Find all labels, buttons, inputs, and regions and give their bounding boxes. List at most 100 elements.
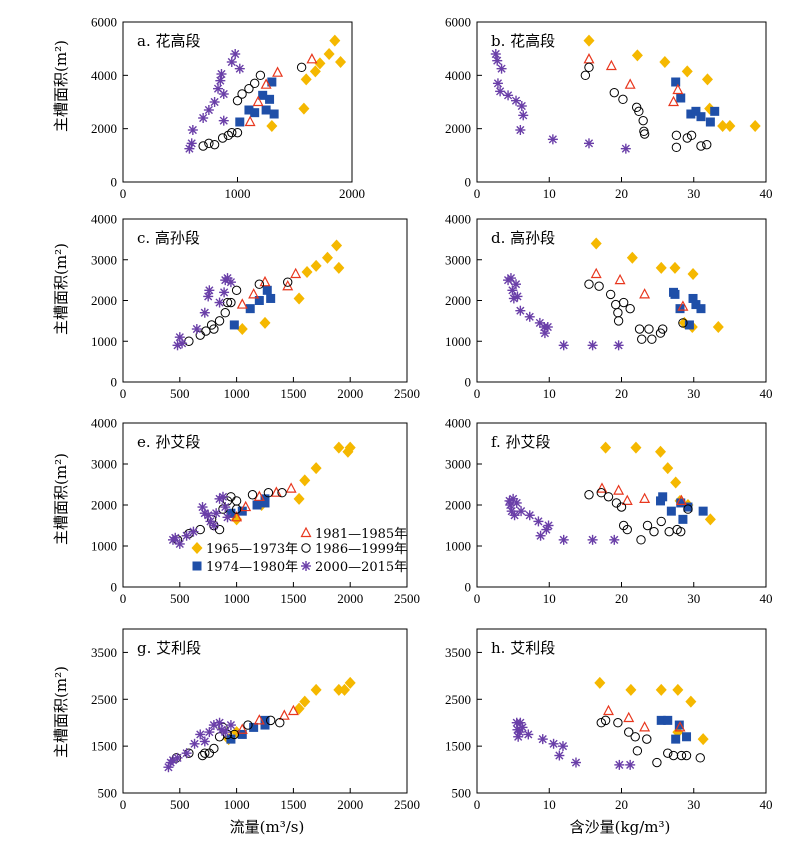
y-tick-label: 4000: [91, 212, 117, 227]
data-point: [583, 53, 595, 64]
data-point: [625, 683, 637, 696]
data-point: [547, 134, 558, 145]
data-point: [557, 741, 568, 752]
ylabel-row3: 主槽面积(m²): [52, 453, 70, 545]
data-point: [252, 95, 264, 107]
x-tick-label: 2500: [394, 797, 420, 812]
x-tick-label: 30: [687, 186, 700, 201]
data-point: [517, 722, 528, 733]
data-point: [672, 83, 684, 95]
data-point: [583, 138, 594, 149]
data-point: [230, 49, 241, 59]
x-tick-label: 0: [120, 186, 127, 201]
panel-title: h. 艾利段: [491, 639, 555, 657]
data-point: [638, 115, 648, 126]
data-point: [314, 57, 326, 70]
data-point: [204, 727, 215, 738]
data-point: [511, 279, 522, 290]
data-point: [674, 721, 686, 732]
data-point: [270, 486, 282, 497]
series-p2: [226, 715, 270, 744]
data-point: [220, 502, 231, 513]
y-tick-label: 4000: [91, 416, 117, 431]
ylabel-row2: 主槽面积(m²): [52, 243, 70, 335]
data-point: [600, 441, 612, 454]
y-tick-label: 4000: [91, 68, 117, 83]
data-point: [218, 89, 229, 99]
data-point: [603, 492, 614, 502]
data-point: [594, 676, 606, 689]
data-point: [724, 120, 736, 132]
series-p4: [184, 277, 293, 346]
y-tick-label: 2000: [91, 498, 117, 513]
y-tick-label: 3000: [445, 252, 471, 267]
data-point: [542, 321, 553, 332]
data-point: [596, 482, 608, 493]
x-tick-label: 1000: [225, 186, 251, 201]
x-tick-label: 500: [170, 386, 190, 401]
data-point: [524, 311, 535, 322]
data-point: [231, 504, 242, 514]
data-point: [254, 296, 264, 305]
legend-item-p3: 1981—1985年: [300, 526, 407, 542]
data-point: [240, 500, 252, 512]
data-point: [263, 488, 274, 498]
series-p4: [596, 715, 705, 768]
data-point: [236, 723, 248, 734]
panel-e: 0 500 1000 1500 2000 2500 0 1000 2000 3000 4000 e. …: [91, 416, 420, 607]
data-point: [676, 498, 686, 508]
data-point: [225, 720, 236, 731]
x-tick-label: 1000: [224, 386, 250, 401]
x-tick-label: 1500: [280, 591, 306, 606]
data-point: [611, 299, 621, 310]
data-point: [290, 267, 302, 279]
y-tick-label: 1500: [91, 739, 117, 754]
series-p4: [584, 279, 688, 344]
x-tick-label: 30: [687, 386, 700, 401]
data-point: [232, 127, 243, 138]
x-tick-label: 10: [543, 797, 556, 812]
data-point: [333, 441, 345, 454]
x-tick-label: 0: [120, 797, 127, 812]
data-point: [309, 65, 321, 78]
x-tick-label: 0: [120, 386, 127, 401]
data-point: [558, 340, 569, 351]
data-point: [218, 115, 229, 126]
series-p2: [656, 715, 692, 744]
series-p5: [167, 491, 233, 549]
data-point: [249, 78, 260, 89]
y-tick-label: 3000: [91, 252, 117, 267]
series-p3: [231, 482, 297, 522]
data-point: [226, 297, 236, 308]
y-tick-label: 500: [452, 786, 472, 801]
panel-title: b. 花高段: [491, 32, 555, 50]
data-point: [613, 340, 624, 351]
data-point: [626, 251, 638, 264]
data-point: [639, 492, 651, 503]
data-point: [618, 94, 628, 105]
series-p4: [584, 488, 693, 545]
data-point: [512, 291, 523, 302]
series-p2: [226, 494, 270, 518]
x-tick-label: 40: [760, 186, 773, 201]
data-point: [310, 462, 322, 475]
data-point: [696, 141, 706, 151]
data-point: [675, 304, 685, 314]
data-point: [490, 49, 501, 59]
panel-d: 0 10 20 30 40 0 1000 2000 3000 4000 d. 高孙段: [445, 212, 773, 402]
data-point: [656, 516, 666, 527]
data-point: [300, 73, 312, 86]
y-tick-label: 2500: [91, 692, 117, 707]
data-point: [671, 77, 681, 87]
data-point: [518, 110, 529, 121]
x-tick-label: 30: [687, 591, 700, 606]
y-tick-label: 2000: [445, 121, 471, 136]
y-tick-label: 2000: [91, 293, 117, 308]
data-point: [682, 732, 692, 742]
data-point: [265, 715, 276, 726]
data-point: [344, 441, 356, 454]
series-p1: [600, 441, 716, 526]
legend-label: 1974—1980年: [206, 560, 298, 575]
data-point: [208, 520, 219, 531]
